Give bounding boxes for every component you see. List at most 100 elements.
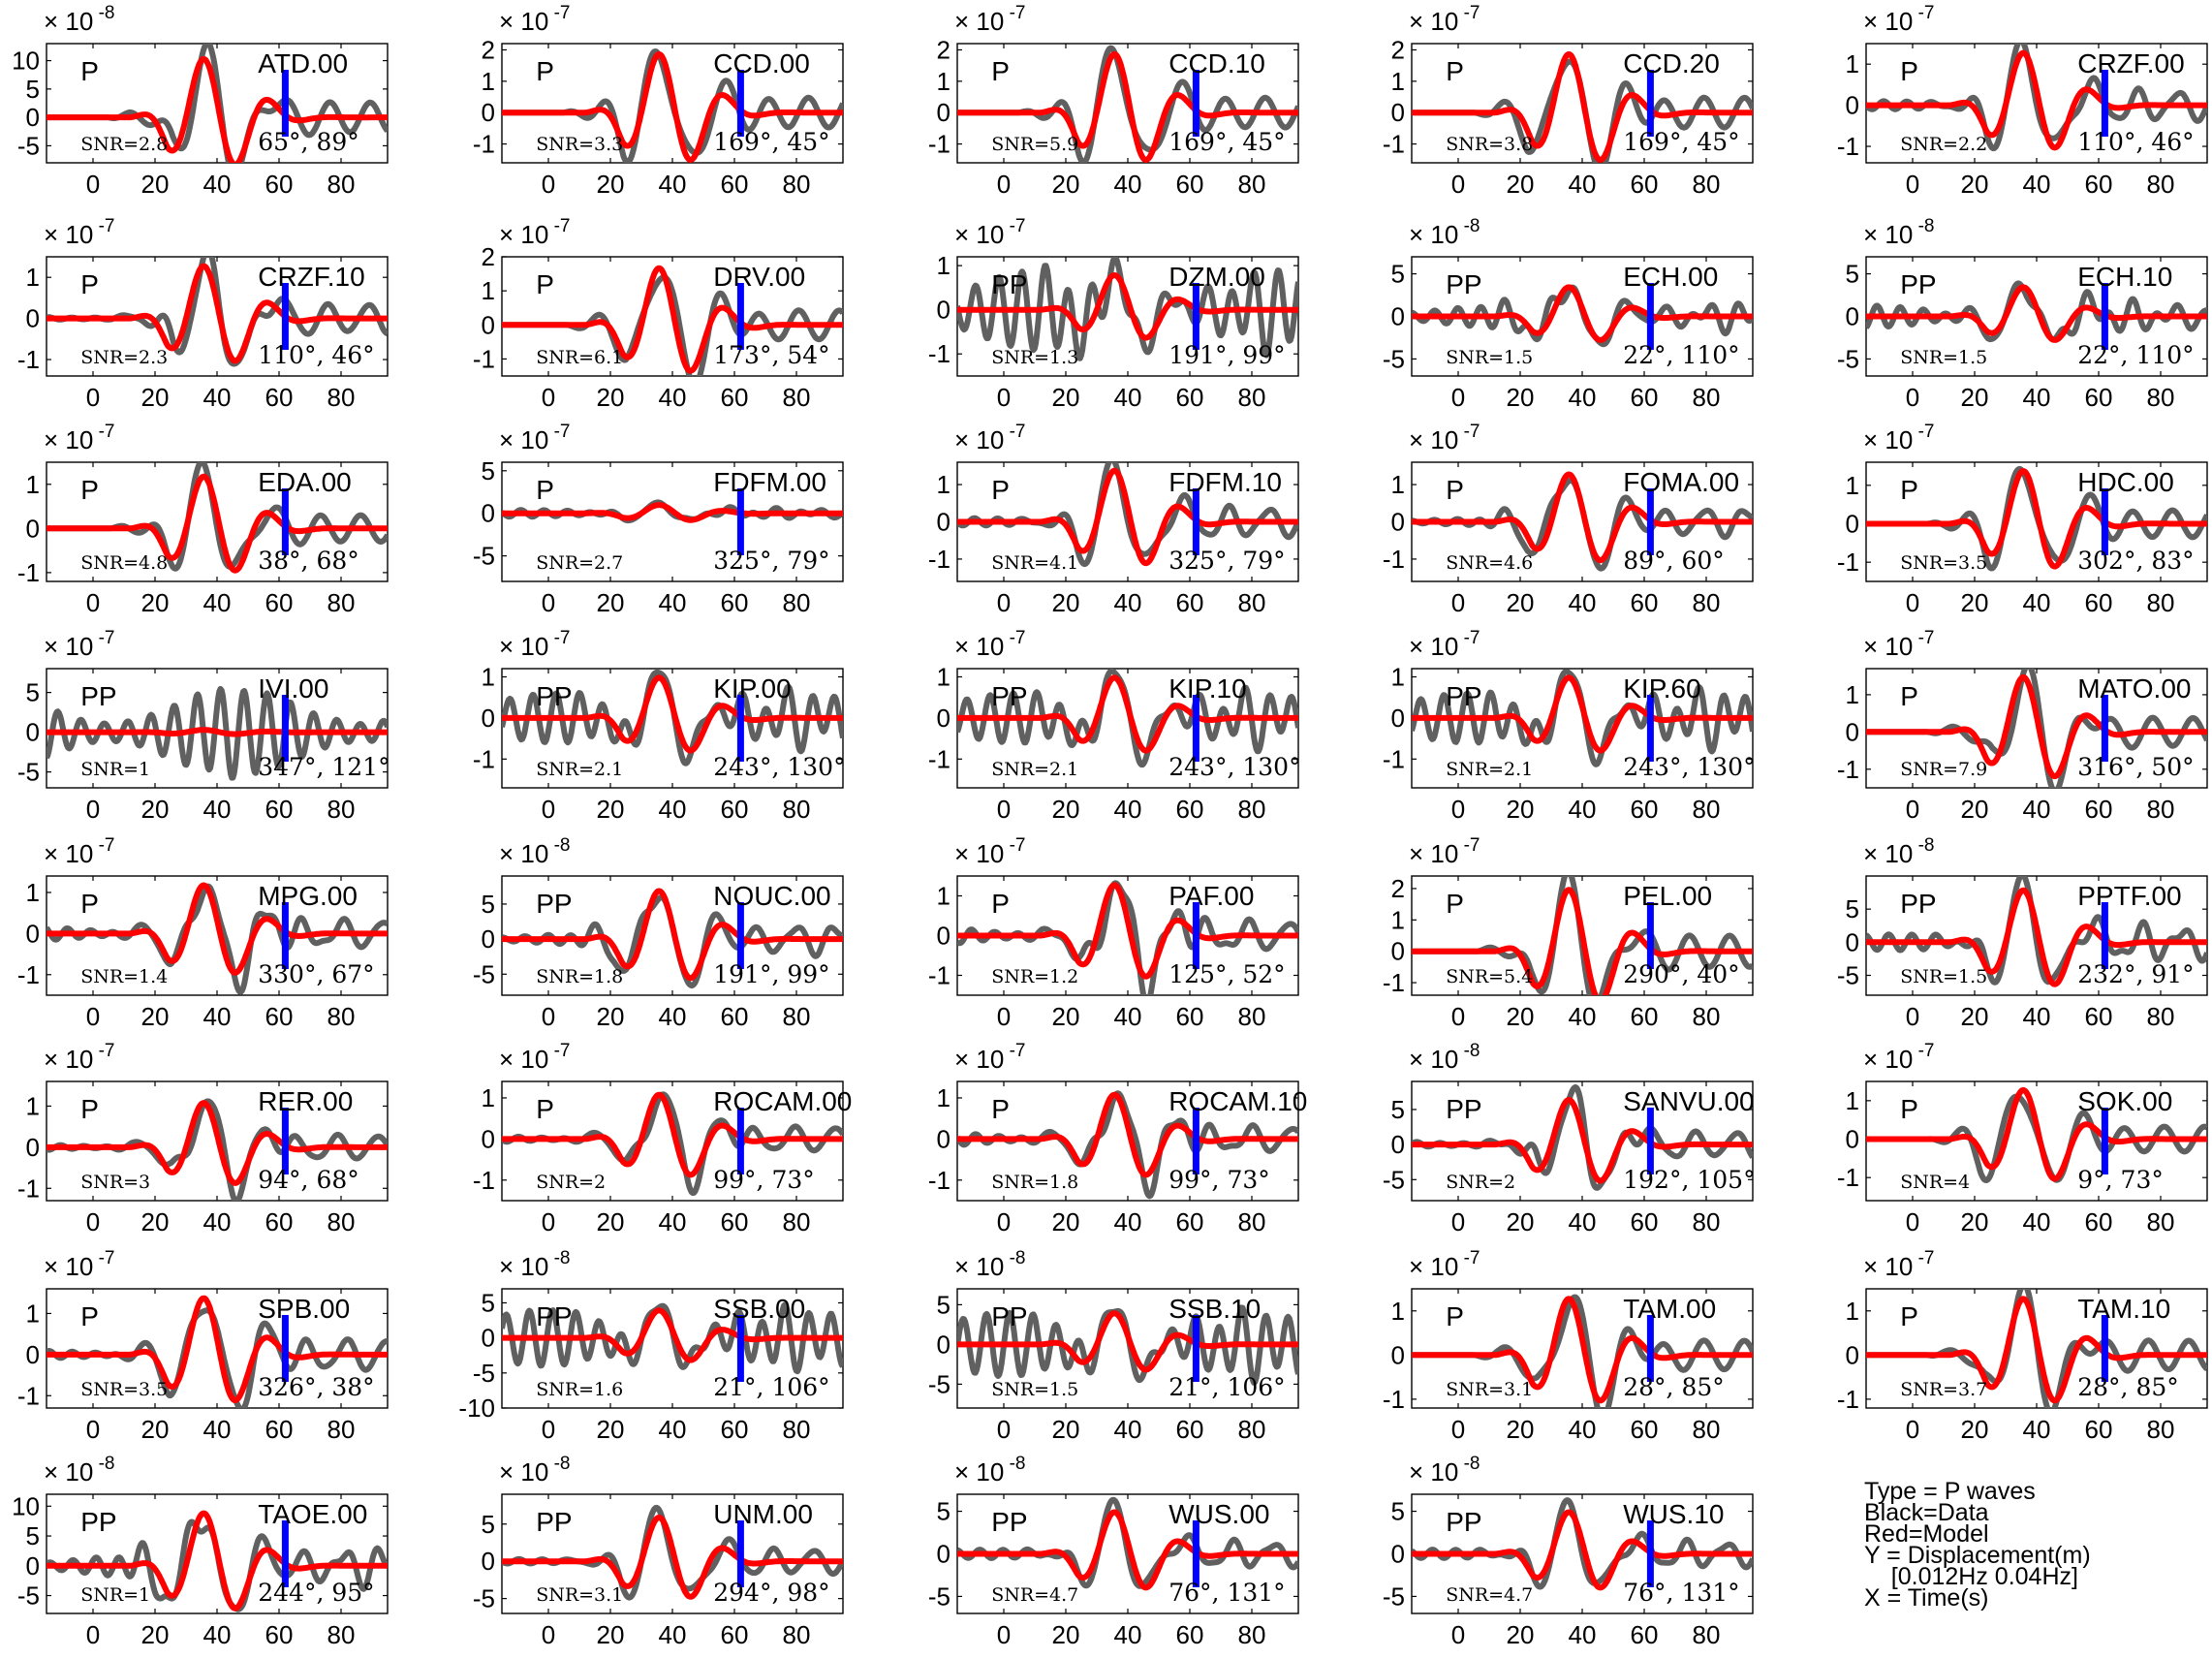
y-tick-label: 10	[12, 47, 40, 76]
traces	[957, 1090, 1298, 1200]
y-tick-label: -5	[473, 542, 495, 571]
x-tick-label: 0	[86, 588, 100, 617]
y-exponent-power: -7	[1004, 422, 1025, 442]
y-tick-label: -1	[17, 1381, 40, 1410]
x-tick-label: 20	[1961, 588, 1989, 617]
x-tick-label: 60	[1631, 383, 1659, 412]
y-exponent-power: -7	[1458, 3, 1480, 23]
y-tick-label: -1	[1837, 132, 1859, 161]
y-tick-label: -5	[17, 131, 40, 160]
panel-crzf-00: 0 20 40 60 80 -1 0 1× 10 -7 P CRZF.00 SNR=2.2 110°,…	[1837, 3, 2208, 199]
y-exponent-label: × 10 -7	[954, 422, 1026, 454]
station-label: PEL.00	[1623, 881, 1712, 911]
phase-label: P	[536, 269, 554, 299]
model-trace	[47, 727, 388, 737]
y-exponent-power: -7	[548, 3, 570, 23]
y-exponent-label: × 10 -7	[1863, 1248, 1935, 1281]
y-exponent-power: -8	[548, 835, 570, 856]
x-tick-label: 80	[1238, 588, 1266, 617]
station-label: MPG.00	[258, 881, 358, 911]
x-tick-label: 20	[1961, 383, 1989, 412]
y-tick-label: 1	[482, 276, 495, 305]
x-tick-label: 40	[659, 383, 687, 412]
y-tick-label: 5	[482, 456, 495, 485]
y-tick-label: 1	[1846, 471, 1859, 500]
snr-label: SNR=4.7	[1446, 1584, 1533, 1606]
y-exponent-power: -7	[93, 628, 114, 648]
y-exponent-power: -7	[1458, 422, 1480, 442]
snr-label: SNR=2.1	[991, 759, 1078, 780]
x-tick-label: 20	[1052, 1207, 1080, 1236]
panel-ech-00: 0 20 40 60 80 -5 0 5× 10 -8 PP ECH.00 SNR=1.5 22°, …	[1383, 216, 1754, 412]
phase-label: P	[536, 56, 554, 86]
y-exponent-label: × 10 -7	[44, 1041, 115, 1074]
phase-label: PP	[991, 1301, 1027, 1331]
model-trace	[1866, 49, 2207, 151]
y-exponent-power: -7	[1004, 628, 1025, 648]
x-tick-label: 40	[659, 1207, 687, 1236]
traces	[957, 1496, 1298, 1591]
station-label: CCD.20	[1623, 48, 1720, 78]
station-label: SOK.00	[2077, 1086, 2172, 1116]
phase-label: P	[80, 1094, 99, 1124]
x-tick-label: 80	[1238, 1415, 1266, 1444]
traces	[47, 685, 388, 781]
y-tick-label: -1	[1383, 1385, 1405, 1414]
phase-label: P	[80, 889, 99, 919]
phase-label: PP	[991, 681, 1027, 711]
angle-label: 99°, 73°	[713, 1166, 815, 1194]
y-exponent-power: -7	[548, 422, 570, 442]
y-exponent-power: -7	[93, 1041, 114, 1061]
x-tick-label: 60	[2085, 1002, 2113, 1031]
snr-label: SNR=2	[1446, 1172, 1515, 1193]
panel-eda-00: 0 20 40 60 80 -1 0 1× 10 -7 P EDA.00 SNR=4.8 38°, 6…	[17, 422, 389, 617]
model-trace	[47, 1100, 388, 1186]
x-tick-label: 60	[1176, 588, 1204, 617]
y-exponent-label: × 10 -8	[1863, 835, 1935, 868]
x-tick-label: 20	[1507, 1620, 1535, 1649]
y-tick-label: -1	[473, 130, 495, 159]
snr-label: SNR=3.3	[536, 134, 623, 155]
y-tick-label: -1	[928, 1166, 950, 1195]
station-label: KIP.00	[713, 673, 791, 704]
panel-tam-10: 0 20 40 60 80 -1 0 1× 10 -7 P TAM.10 SNR=3.7 28°, 8…	[1837, 1248, 2208, 1444]
x-tick-label: 20	[141, 588, 170, 617]
legend: Type = P waves Black=Data Red=Model Y = …	[1864, 1478, 2194, 1611]
station-label: HDC.00	[2077, 467, 2174, 497]
x-tick-label: 20	[597, 1620, 625, 1649]
x-tick-label: 80	[2147, 795, 2175, 824]
angle-label: 94°, 68°	[258, 1166, 359, 1194]
y-tick-label: 0	[1846, 1340, 1859, 1369]
y-exponent-label: × 10 -7	[499, 628, 571, 661]
x-tick-label: 20	[1507, 588, 1535, 617]
model-trace	[1412, 887, 1753, 995]
x-tick-label: 60	[265, 1207, 294, 1236]
station-label: CCD.00	[713, 48, 810, 78]
x-tick-label: 80	[327, 1002, 356, 1031]
y-tick-label: 5	[482, 1288, 495, 1317]
x-tick-label: 80	[783, 1207, 811, 1236]
x-tick-label: 40	[203, 1002, 232, 1031]
legend-type: Type = P waves	[1864, 1478, 2036, 1505]
traces	[1412, 1497, 1753, 1591]
angle-label: 243°, 130°	[713, 753, 845, 781]
snr-label: SNR=3.1	[1446, 1379, 1533, 1400]
panel-unm-00: 0 20 40 60 80 -5 0 5× 10 -8 PP UNM.00 SNR=3.1 294°,…	[473, 1454, 844, 1649]
y-tick-label: -1	[1837, 1385, 1859, 1414]
traces	[1412, 1083, 1753, 1191]
x-tick-label: 20	[1052, 170, 1080, 199]
y-exponent-label: × 10 -8	[44, 1454, 115, 1487]
y-exponent-label: × 10 -7	[44, 628, 115, 661]
y-exponent-label: × 10 -8	[499, 1454, 571, 1487]
y-tick-label: 1	[26, 470, 40, 499]
angle-label: 21°, 106°	[713, 1373, 829, 1401]
x-tick-label: 0	[86, 170, 100, 199]
y-tick-label: -1	[17, 558, 40, 587]
traces	[1412, 284, 1753, 348]
x-tick-label: 40	[203, 1620, 232, 1649]
y-tick-label: 0	[1391, 1340, 1405, 1369]
x-tick-label: 80	[2147, 1207, 2175, 1236]
y-tick-label: 0	[26, 1133, 40, 1162]
x-tick-label: 40	[203, 588, 232, 617]
x-tick-label: 80	[1693, 383, 1721, 412]
